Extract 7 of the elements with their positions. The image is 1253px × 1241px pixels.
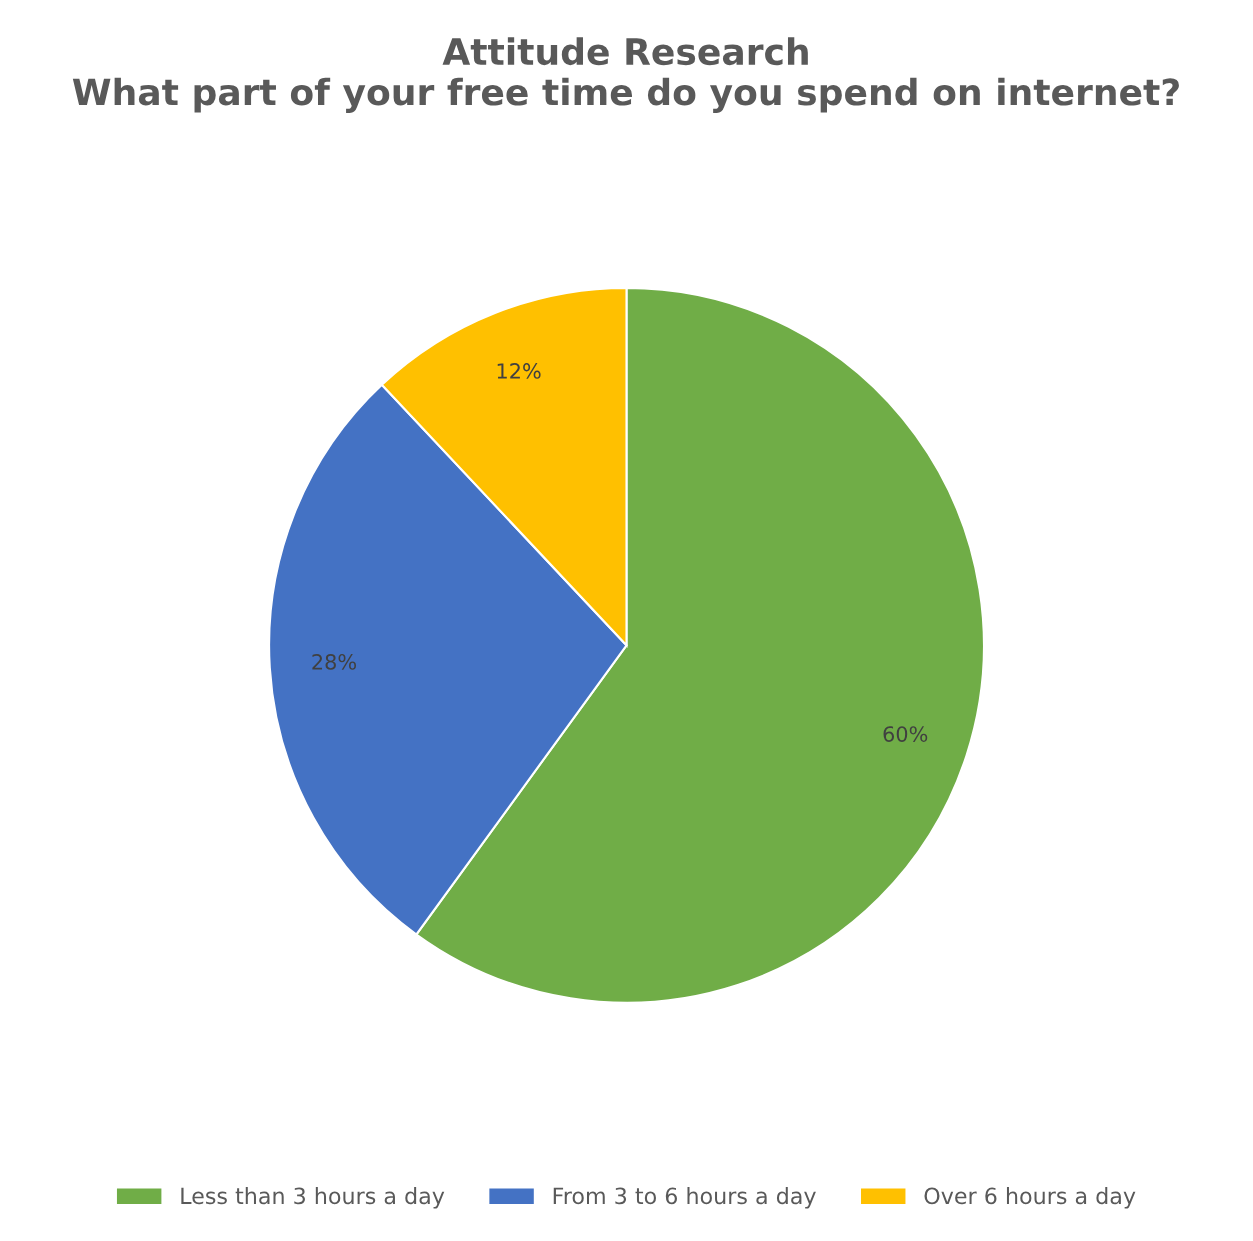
chart-title: Attitude Research What part of your free time do you spend on internet? [72,37,1179,113]
data-label: 60% [883,726,928,742]
legend-label: From 3 to 6 hours a day [553,1187,816,1209]
legend-label: Less than 3 hours a day [181,1187,445,1209]
data-label: 12% [497,363,541,379]
data-label: 28% [312,654,357,670]
legend-label: Over 6 hours a day [924,1187,1136,1209]
